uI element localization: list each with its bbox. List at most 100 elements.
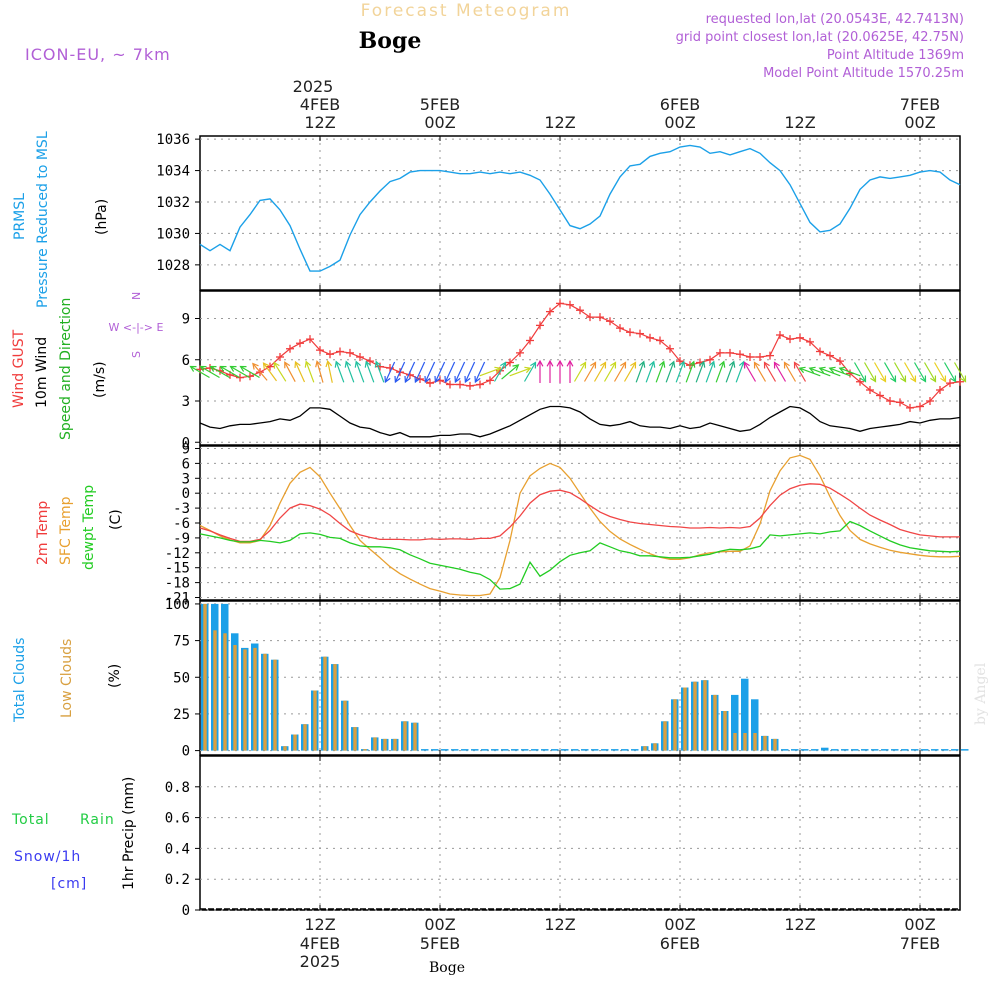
- pressure-label-2: Pressure Reduced to MSL: [35, 131, 51, 308]
- arrow-shaft: [613, 362, 627, 382]
- total-cloud-bar: [531, 749, 539, 751]
- arrow-shaft: [335, 361, 345, 383]
- pressure-unit: (hPa): [94, 199, 110, 235]
- wind-direction-arrow: [209, 365, 230, 379]
- bottom-hour-label: 00Z: [904, 915, 935, 934]
- gust-marker: [836, 357, 844, 366]
- gust-marker: [806, 337, 814, 346]
- panel-frame: [199, 755, 961, 911]
- arrow-head: [384, 375, 391, 384]
- arrow-head: [920, 375, 927, 383]
- low-cloud-bar: [703, 680, 707, 751]
- y-tick-label: 0.8: [165, 780, 190, 796]
- arrow-shaft: [583, 362, 597, 382]
- gust-marker: [896, 398, 904, 407]
- wind-direction-arrow: [315, 360, 324, 383]
- low-cloud-bar: [653, 743, 657, 751]
- total-cloud-bar: [511, 749, 519, 751]
- pressure-label-1: PRMSL: [12, 193, 28, 240]
- y-tick-label: 1028: [156, 258, 190, 274]
- arrow-head: [818, 366, 826, 374]
- wind-direction-arrow: [464, 361, 476, 384]
- temp-unit: (C): [108, 509, 124, 530]
- gust-marker: [706, 355, 714, 364]
- temp-label-dew: dewpt Temp: [81, 485, 97, 570]
- top-hour-label: 12Z: [784, 113, 815, 132]
- arrow-head: [658, 360, 666, 368]
- arrow-shaft: [685, 361, 695, 383]
- arrow-head: [590, 361, 597, 369]
- pressure-labels: PRMSL Pressure Reduced to MSL (hPa): [12, 131, 110, 308]
- arrow-head: [424, 375, 431, 384]
- arrow-shaft: [479, 367, 501, 377]
- precip-label-cm: [cm]: [51, 876, 87, 892]
- wind-direction-arrow: [675, 360, 686, 383]
- arrow-head: [464, 375, 471, 384]
- arrow-shaft: [384, 361, 396, 383]
- top-date-label: 5FEB: [420, 95, 460, 114]
- total-cloud-bar: [741, 678, 749, 751]
- top-hour-label: 12Z: [544, 113, 575, 132]
- top-date-label: 7FEB: [900, 95, 940, 114]
- cloud-label-total: Total Clouds: [12, 638, 28, 723]
- precip-unit: 1hr Precip (mm): [121, 777, 137, 890]
- arrow-head: [910, 375, 917, 383]
- y-tick-label: 0: [182, 744, 190, 760]
- arrow-head: [474, 375, 481, 384]
- wind-direction-arrow: [763, 361, 777, 382]
- low-cloud-bar: [733, 733, 737, 751]
- arrow-shaft: [263, 362, 277, 382]
- low-cloud-bar: [383, 738, 387, 751]
- gust-marker: [646, 333, 654, 342]
- arrow-shaft: [873, 362, 887, 382]
- total-cloud-bar: [451, 749, 459, 751]
- arrow-head: [556, 359, 564, 367]
- total-cloud-bar: [801, 749, 809, 751]
- gust-marker: [336, 347, 344, 356]
- y-tick-label: 1032: [156, 195, 190, 211]
- arrow-head: [630, 361, 637, 369]
- total-cloud-bar: [601, 749, 609, 751]
- low-cloud-bar: [663, 721, 667, 751]
- wind-direction-arrow: [252, 362, 268, 381]
- gust-marker: [366, 357, 374, 366]
- arrow-shaft: [252, 363, 268, 381]
- arrow-head: [364, 360, 372, 368]
- y-tick-label: 1030: [156, 226, 190, 242]
- y-tick-label: -3: [173, 501, 190, 517]
- gust-marker: [556, 299, 564, 308]
- arrow-head: [698, 360, 706, 368]
- gust-marker: [746, 353, 754, 361]
- total-cloud-bar: [461, 749, 469, 751]
- low-cloud-bar: [303, 724, 307, 751]
- precip-label-snow: Snow/1h: [14, 849, 81, 865]
- arrow-head: [315, 360, 322, 368]
- arrow-shaft: [665, 361, 675, 383]
- arrow-head: [294, 360, 301, 368]
- arrow-shaft: [675, 361, 685, 383]
- wind-direction-arrow: [325, 359, 333, 383]
- gust-marker: [676, 357, 684, 366]
- total-cloud-bar: [831, 749, 839, 751]
- temp-labels: 2m Temp SFC Temp dewpt Temp (C): [35, 485, 124, 570]
- arrow-shaft: [635, 361, 645, 383]
- arrow-head: [793, 361, 800, 369]
- total-cloud-bar: [951, 749, 959, 751]
- total-cloud-bar: [521, 749, 529, 751]
- wind-direction-arrow: [838, 366, 861, 377]
- arrow-head: [890, 375, 897, 383]
- compass-s: S: [130, 351, 143, 358]
- wind-direction-arrow: [294, 360, 306, 383]
- gust-marker: [606, 317, 614, 326]
- wind-direction-arrow: [384, 361, 396, 384]
- low-cloud-bar: [273, 659, 277, 751]
- y-tick-label: 9: [182, 441, 190, 457]
- wind-label-dir: Speed and Direction: [58, 298, 74, 440]
- arrow-shaft: [220, 365, 240, 379]
- wind-direction-arrow: [334, 360, 345, 383]
- wind-direction-arrow: [229, 365, 250, 379]
- arrow-shaft: [230, 365, 250, 379]
- arrow-head: [838, 366, 846, 374]
- arrow-shaft: [725, 361, 735, 383]
- total-cloud-bar: [421, 749, 429, 751]
